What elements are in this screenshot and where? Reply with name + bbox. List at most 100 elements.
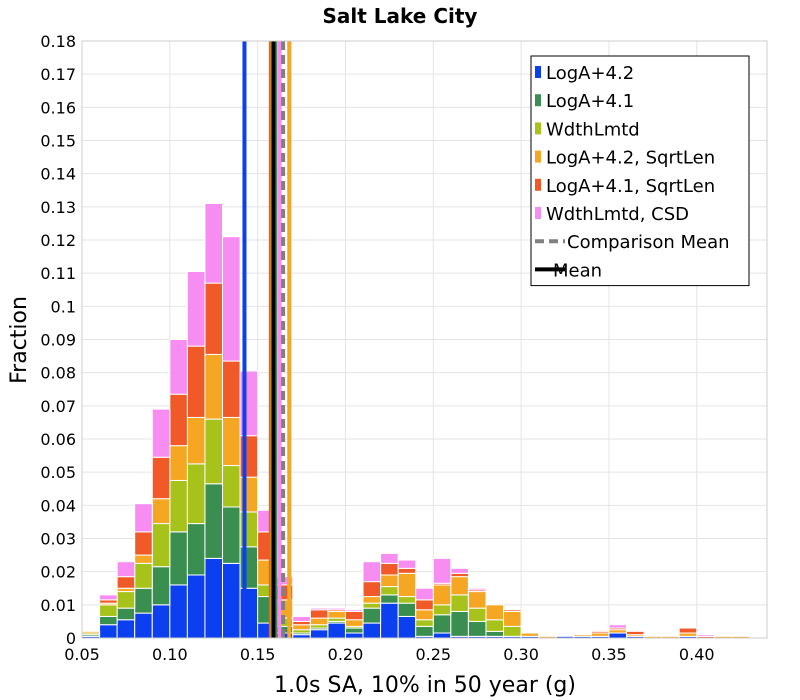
bar-segment — [151, 523, 171, 568]
bar-segment — [503, 625, 522, 637]
bar-segment — [450, 576, 469, 596]
bar-segment — [380, 594, 399, 604]
bar-segment — [169, 531, 188, 586]
bar-segment — [397, 615, 417, 639]
legend-swatch — [535, 66, 541, 78]
legend-label: WdthLmtd — [546, 119, 640, 140]
x-tick-label: 0.35 — [591, 645, 627, 664]
x-tick-label: 0.40 — [679, 645, 715, 664]
y-tick-label: 0.15 — [40, 132, 76, 151]
bar-segment — [362, 602, 382, 609]
bar-segment — [327, 622, 346, 639]
x-tick-label: 0.10 — [152, 645, 188, 664]
bar-segment — [432, 584, 452, 606]
bar-segment — [467, 607, 487, 622]
legend-swatch — [535, 122, 541, 135]
y-tick-label: 0.03 — [40, 530, 76, 549]
bar-segment — [134, 612, 153, 639]
bar-segment — [309, 629, 329, 639]
bar-segment — [204, 418, 224, 485]
bar-segment — [625, 630, 645, 636]
bar-segment — [432, 632, 452, 639]
legend-swatch — [535, 150, 541, 163]
bar-segment — [99, 594, 118, 601]
bar-segment — [169, 445, 188, 481]
bar-segment — [362, 607, 382, 624]
bar-segment — [309, 617, 329, 626]
x-tick-label: 0.05 — [64, 645, 100, 664]
bar-segment — [380, 586, 399, 596]
bar-segment — [590, 630, 610, 634]
bar-segment — [186, 523, 206, 576]
bar-segment — [397, 572, 417, 598]
legend-label: LogA+4.1 — [546, 91, 634, 112]
legend-swatch — [535, 178, 541, 191]
bar-segment — [344, 627, 364, 634]
y-tick-label: 0.08 — [40, 364, 76, 383]
bar-segment — [362, 561, 382, 583]
bar-segment — [397, 596, 417, 604]
bar-segment — [186, 574, 206, 639]
bar-segment — [503, 610, 522, 627]
bar-segment — [186, 271, 206, 347]
bar-segment — [116, 591, 136, 609]
bar-segment — [520, 632, 540, 637]
legend-label: Mean — [553, 260, 602, 281]
bar-segment — [151, 456, 171, 500]
bar-segment — [380, 574, 399, 588]
bar-segment — [134, 554, 153, 564]
bar-segment — [204, 353, 224, 420]
y-tick-label: 0.09 — [40, 331, 76, 350]
y-tick-label: 0.06 — [40, 430, 76, 449]
bar-segment — [169, 393, 188, 447]
bar-segment — [81, 630, 101, 634]
bar-segment — [415, 587, 434, 601]
y-tick-label: 0.16 — [40, 98, 76, 117]
bar-segment — [467, 587, 487, 591]
bar-segment — [222, 506, 241, 564]
bar-segment — [169, 339, 188, 395]
bar-segment — [99, 624, 118, 639]
bar-segment — [450, 567, 469, 574]
bar-segment — [151, 408, 171, 458]
bar-segment — [503, 609, 522, 612]
bar-segment — [116, 607, 136, 621]
x-tick-label: 0.25 — [415, 645, 451, 664]
bar-segment — [134, 531, 153, 556]
legend: LogA+4.2 LogA+4.1 WdthLmtd LogA+4.2, SqrtLe… — [530, 55, 750, 287]
y-tick-label: 0.01 — [40, 596, 76, 615]
bar-segment — [432, 614, 452, 634]
bar-segment — [450, 610, 469, 637]
bar-segment — [186, 463, 206, 525]
x-axis-title: 1.0s SA, 10% in 50 year (g) — [274, 673, 576, 698]
bar-segment — [186, 345, 206, 418]
bar-segment — [432, 604, 452, 616]
bar-segment — [415, 609, 434, 621]
bar-segment — [222, 465, 241, 508]
bar-segment — [344, 619, 364, 627]
bar-segment — [204, 282, 224, 355]
x-tick-label: 0.15 — [240, 645, 276, 664]
bar-segment — [169, 479, 188, 533]
y-tick-label: 0.11 — [40, 264, 76, 283]
bar-segment — [362, 581, 382, 598]
x-tick-label: 0.20 — [328, 645, 364, 664]
bar-segment — [222, 236, 241, 362]
bar-segment — [608, 632, 627, 639]
bar-segment — [134, 503, 153, 533]
chart-title: Salt Lake City — [323, 4, 478, 28]
bar-segment — [99, 604, 118, 617]
legend-label: LogA+4.2 — [546, 63, 634, 84]
bar-segment — [309, 609, 329, 619]
bar-segment — [485, 604, 505, 621]
legend-swatch — [535, 94, 541, 107]
y-tick-label: 0.12 — [40, 231, 76, 250]
legend-swatch — [535, 207, 541, 219]
bar-segment — [116, 576, 136, 589]
y-tick-label: 0.05 — [40, 463, 76, 482]
bar-segment — [327, 610, 346, 619]
bar-segment — [467, 591, 487, 609]
y-tick-label: 0 — [66, 629, 76, 648]
bar-segment — [362, 622, 382, 639]
